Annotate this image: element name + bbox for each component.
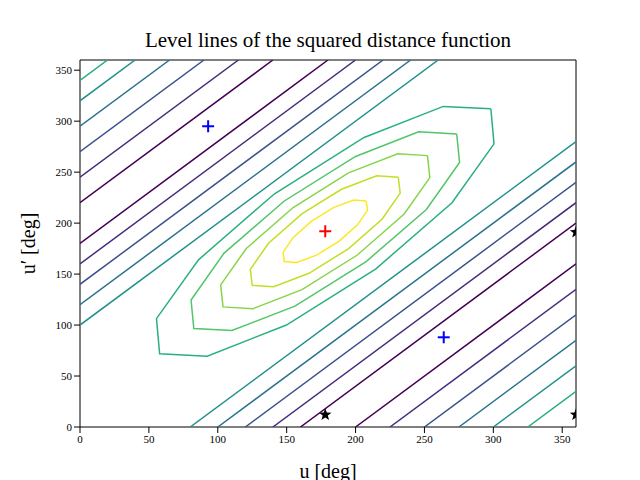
svg-text:150: 150: [56, 268, 73, 280]
svg-text:150: 150: [278, 433, 295, 445]
svg-text:u′ [deg]: u′ [deg]: [17, 213, 40, 275]
svg-text:u [deg]: u [deg]: [299, 460, 356, 480]
svg-text:200: 200: [347, 433, 364, 445]
svg-text:50: 50: [143, 433, 155, 445]
svg-text:300: 300: [56, 115, 73, 127]
svg-text:300: 300: [485, 433, 502, 445]
html-text:Level lines of the squared dis: Level lines of the squared distance func…: [144, 28, 512, 52]
svg-text:0: 0: [67, 421, 73, 433]
svg-text:350: 350: [56, 64, 73, 76]
svg-text:350: 350: [554, 433, 571, 445]
svg-text:250: 250: [56, 166, 73, 178]
svg-text:50: 50: [61, 370, 73, 382]
svg-text:0: 0: [77, 433, 83, 445]
svg-text:100: 100: [210, 433, 227, 445]
svg-text:250: 250: [416, 433, 433, 445]
svg-text:200: 200: [56, 217, 73, 229]
svg-text:100: 100: [56, 319, 73, 331]
